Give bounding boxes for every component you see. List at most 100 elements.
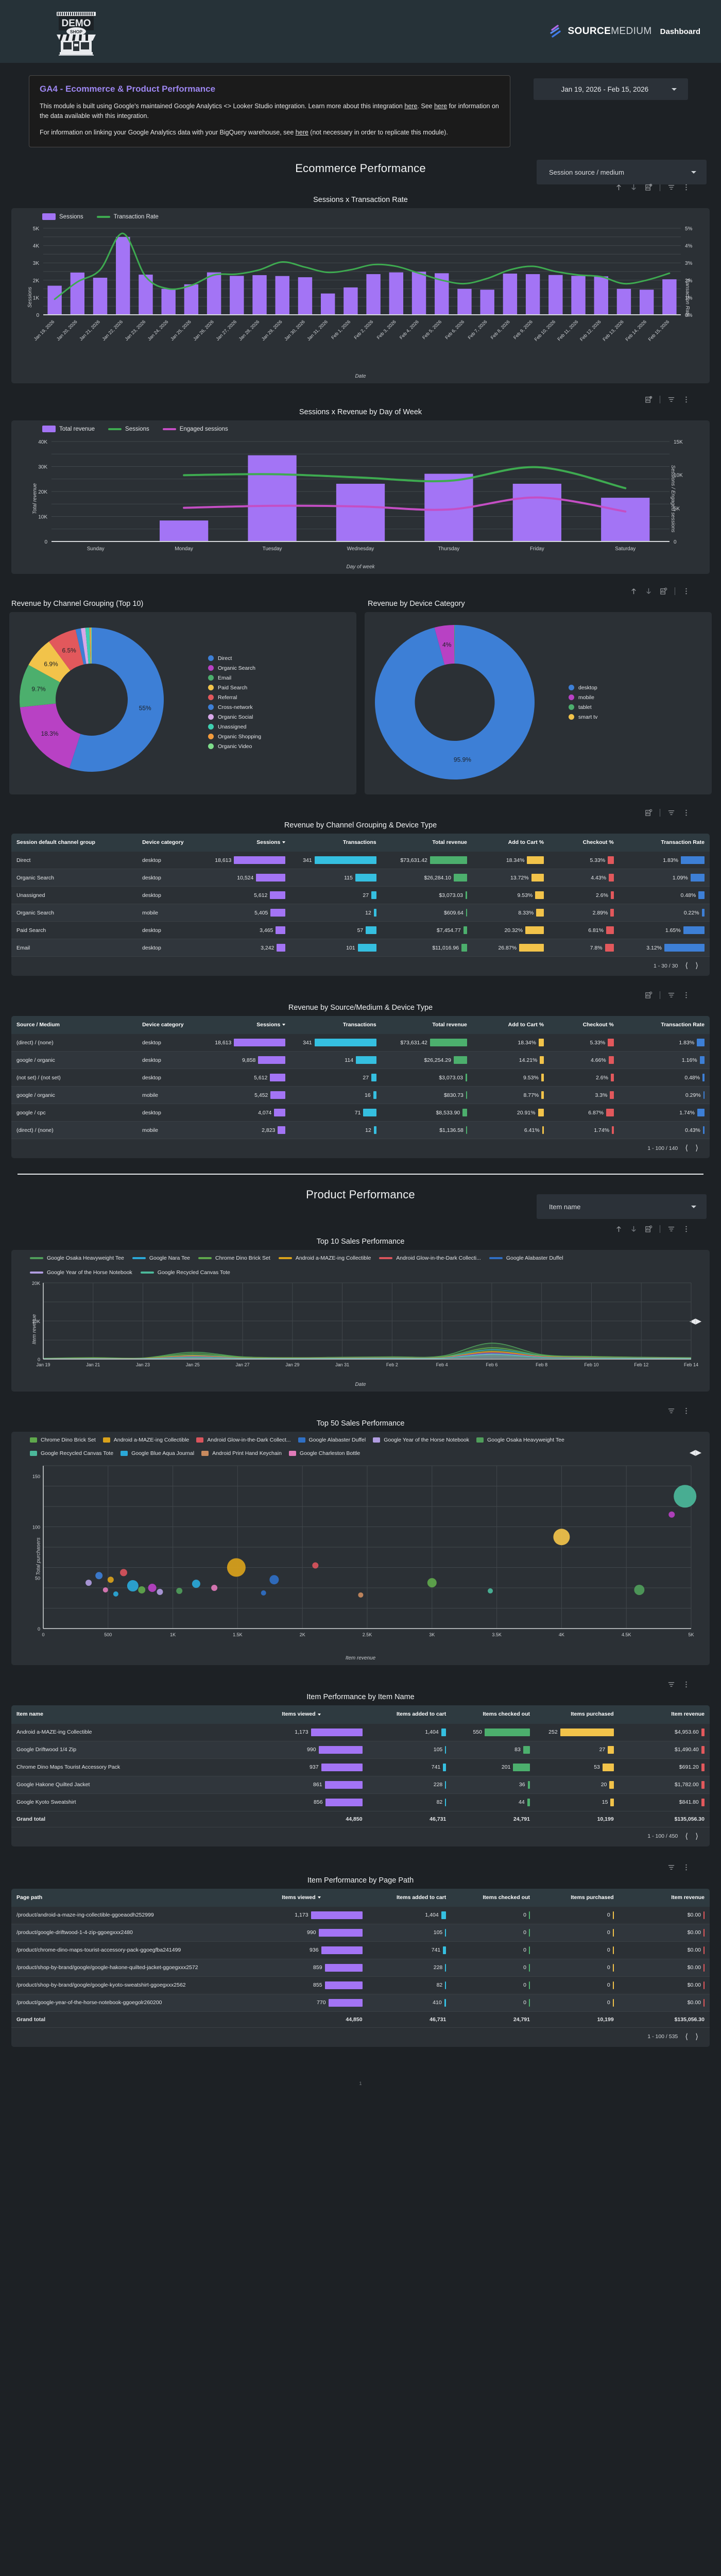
column-header[interactable]: Sessions [200, 1016, 291, 1035]
table-row[interactable]: (direct) / (none) desktop 18,613 341 $73,631… [11, 1034, 710, 1052]
more-vert-icon[interactable] [682, 183, 690, 191]
chevron-left-icon[interactable]: ⟨ [685, 2032, 689, 2041]
more-vert-icon[interactable] [682, 1225, 690, 1233]
table-row[interactable]: Android a-MAZE-ing Collectible 1,173 1,404… [11, 1723, 710, 1741]
export-icon[interactable] [645, 809, 653, 817]
column-header[interactable]: Item revenue [619, 1705, 710, 1724]
filter-icon[interactable] [667, 183, 675, 191]
more-vert-icon[interactable] [682, 587, 690, 595]
table-row[interactable]: (not set) / (not set) desktop 5,612 27 $3,07… [11, 1069, 710, 1087]
filter-icon[interactable] [667, 1681, 675, 1688]
column-header[interactable]: Device category [137, 1016, 200, 1035]
sort-ascending-icon[interactable] [615, 183, 623, 191]
table-row[interactable]: Paid Search desktop 3,465 57 $7,454.77 20.32%… [11, 921, 710, 940]
export-icon[interactable] [645, 183, 653, 191]
svg-text:Feb 2: Feb 2 [386, 1362, 398, 1367]
table-row[interactable]: /product/google-year-of-the-horse-notebo… [11, 1994, 710, 2012]
chevron-right-icon[interactable]: ⟩ [695, 961, 698, 971]
banner-link-3[interactable]: here [295, 128, 308, 136]
cell-value: $0.00 [687, 1999, 701, 2006]
filter-icon[interactable] [667, 1407, 675, 1415]
table-row[interactable]: /product/android-a-maze-ing-collectible-… [11, 1906, 710, 1924]
item-name-filter[interactable]: Item name [537, 1194, 707, 1219]
table-cell: 1.74% [549, 1121, 619, 1140]
date-range-selector[interactable]: Jan 19, 2026 - Feb 15, 2026 [533, 78, 688, 100]
chevron-left-icon[interactable]: ⟨ [685, 1144, 689, 1153]
table-row[interactable]: google / cpc desktop 4,074 71 $8,533.90 20.91… [11, 1104, 710, 1122]
filter-icon[interactable] [667, 809, 675, 817]
chevron-left-icon[interactable]: ⟨ [685, 1832, 689, 1841]
chevron-left-icon[interactable]: ⟨ [685, 961, 689, 971]
table-row[interactable]: Direct desktop 18,613 341 $73,631.42 18.34% 5.… [11, 852, 710, 870]
table-row[interactable]: (direct) / (none) mobile 2,823 12 $1,136.58 6… [11, 1121, 710, 1140]
column-header[interactable]: Total revenue [381, 1016, 472, 1035]
more-vert-icon[interactable] [682, 1681, 690, 1688]
column-header[interactable]: Item name [11, 1705, 277, 1724]
table-row[interactable]: /product/shop-by-brand/google/google-kyo… [11, 1976, 710, 1994]
sort-descending-icon[interactable] [630, 1225, 638, 1233]
sort-descending-icon[interactable] [645, 587, 653, 595]
column-header[interactable]: Items added to cart [367, 1705, 452, 1724]
chart4-pager-icon[interactable]: ◀▶ [689, 1448, 701, 1458]
table-row[interactable]: Google Driftwood 1/4 Zip 990 105 83 27 $1,490… [11, 1741, 710, 1759]
table-row[interactable]: Unassigned desktop 5,612 27 $3,073.03 9.53% 2.… [11, 886, 710, 905]
column-header[interactable]: Session default channel group [11, 834, 138, 852]
table-row[interactable]: google / organic desktop 9,858 114 $26,254.2… [11, 1051, 710, 1070]
column-header[interactable]: Items purchased [535, 1705, 619, 1724]
table-row[interactable]: google / organic mobile 5,452 16 $830.73 8.77… [11, 1086, 710, 1105]
column-header[interactable]: Transactions [290, 1016, 382, 1035]
column-header[interactable]: Transaction Rate [619, 1016, 710, 1035]
more-vert-icon[interactable] [682, 1863, 690, 1871]
table-row[interactable]: Chrome Dino Maps Tourist Accessory Pack 9… [11, 1758, 710, 1776]
table-row[interactable]: /product/chrome-dino-maps-tourist-access… [11, 1941, 710, 1959]
table-row[interactable]: Organic Search desktop 10,524 115 $26,284.10… [11, 869, 710, 887]
more-vert-icon[interactable] [682, 809, 690, 817]
banner-link-2[interactable]: here [434, 103, 448, 110]
more-vert-icon[interactable] [682, 1407, 690, 1415]
table-row[interactable]: Google Hakone Quilted Jacket 861 228 36 20 $1… [11, 1776, 710, 1794]
session-source-medium-filter[interactable]: Session source / medium [537, 160, 707, 185]
export-icon[interactable] [645, 991, 653, 999]
chart3-pager-icon[interactable]: ◀▶ [689, 1316, 701, 1326]
column-header[interactable]: Checkout % [549, 1016, 619, 1035]
column-header[interactable]: Items added to cart [367, 1888, 452, 1907]
column-header[interactable]: Source / Medium [11, 1016, 138, 1035]
filter-icon[interactable] [667, 1225, 675, 1233]
filter-icon[interactable] [667, 991, 675, 999]
sort-ascending-icon[interactable] [630, 587, 638, 595]
column-header[interactable]: Add to Cart % [472, 834, 550, 852]
column-header[interactable]: Items checked out [451, 1888, 535, 1907]
column-header[interactable]: Checkout % [549, 834, 619, 852]
column-header[interactable]: Sessions [200, 834, 291, 852]
column-header[interactable]: Items checked out [451, 1705, 535, 1724]
table-row[interactable]: Email desktop 3,242 101 $11,016.96 26.87% 7.8%… [11, 939, 710, 957]
banner-link-1[interactable]: here [404, 103, 418, 110]
column-header[interactable]: Total revenue [381, 834, 472, 852]
chevron-right-icon[interactable]: ⟩ [695, 1144, 698, 1153]
column-header[interactable]: Item revenue [619, 1888, 710, 1907]
column-header[interactable]: Device category [137, 834, 200, 852]
export-icon[interactable] [645, 396, 653, 403]
sort-ascending-icon[interactable] [615, 1225, 623, 1233]
table-row[interactable]: Organic Search mobile 5,405 12 $609.64 8.33% 2… [11, 904, 710, 922]
chevron-right-icon[interactable]: ⟩ [695, 1832, 698, 1841]
column-header[interactable]: Items purchased [535, 1888, 619, 1907]
export-icon[interactable] [645, 1225, 653, 1233]
table-row[interactable]: Google Kyoto Sweatshirt 856 82 44 15 $841.80 [11, 1793, 710, 1811]
column-header[interactable]: Transaction Rate [619, 834, 710, 852]
product-section-header: Product Performance Item name [0, 1175, 721, 1219]
table-row[interactable]: /product/shop-by-brand/google/google-hak… [11, 1959, 710, 1977]
column-header[interactable]: Items viewed [277, 1705, 368, 1724]
more-vert-icon[interactable] [682, 396, 690, 403]
column-header[interactable]: Page path [11, 1888, 277, 1907]
filter-icon[interactable] [667, 1863, 675, 1871]
column-header[interactable]: Transactions [290, 834, 382, 852]
filter-icon[interactable] [667, 396, 675, 403]
chevron-right-icon[interactable]: ⟩ [695, 2032, 698, 2041]
table-row[interactable]: /product/google-driftwood-1-4-zip-ggoegx… [11, 1924, 710, 1942]
export-icon[interactable] [660, 587, 667, 595]
column-header[interactable]: Add to Cart % [472, 1016, 550, 1035]
sort-descending-icon[interactable] [630, 183, 638, 191]
column-header[interactable]: Items viewed [277, 1888, 368, 1907]
more-vert-icon[interactable] [682, 991, 690, 999]
